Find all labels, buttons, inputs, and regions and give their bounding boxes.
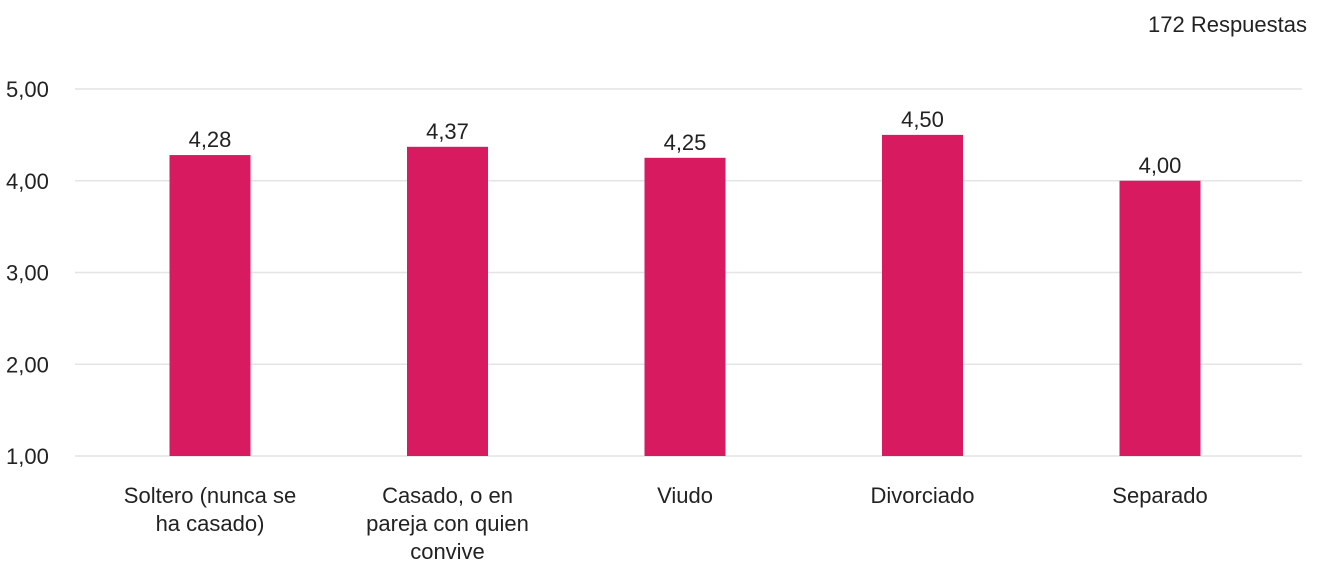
value-labels: 4,28 4,37 4,25 4,50 4,00	[189, 107, 1182, 178]
bar-value-label: 4,25	[664, 130, 707, 155]
y-tick-label: 1,00	[6, 444, 49, 469]
y-axis: 1,00 2,00 3,00 4,00 5,00	[6, 77, 49, 469]
y-tick-label: 2,00	[6, 352, 49, 377]
bars	[169, 134, 1201, 457]
x-tick-label: Casado, o en pareja con quien convive	[366, 483, 529, 564]
bar	[882, 134, 963, 456]
bar	[1119, 180, 1201, 456]
bar-value-label: 4,50	[901, 107, 944, 132]
y-tick-label: 5,00	[6, 77, 49, 102]
x-tick-label: Separado	[1112, 483, 1207, 508]
bar	[407, 146, 488, 457]
x-tick-label: Divorciado	[871, 483, 975, 508]
y-tick-label: 4,00	[6, 169, 49, 194]
bar	[644, 157, 726, 456]
bar-value-label: 4,28	[189, 127, 232, 152]
bar-value-label: 4,37	[426, 119, 469, 144]
y-tick-label: 3,00	[6, 261, 49, 286]
bar-value-label: 4,00	[1139, 153, 1182, 178]
response-count: 172 Respuestas	[1148, 12, 1307, 37]
x-axis: Soltero (nunca se ha casado) Casado, o en p…	[124, 483, 1208, 564]
x-tick-label: Viudo	[657, 483, 713, 508]
x-tick-label: Soltero (nunca se ha casado)	[124, 483, 296, 536]
bar	[169, 155, 251, 456]
